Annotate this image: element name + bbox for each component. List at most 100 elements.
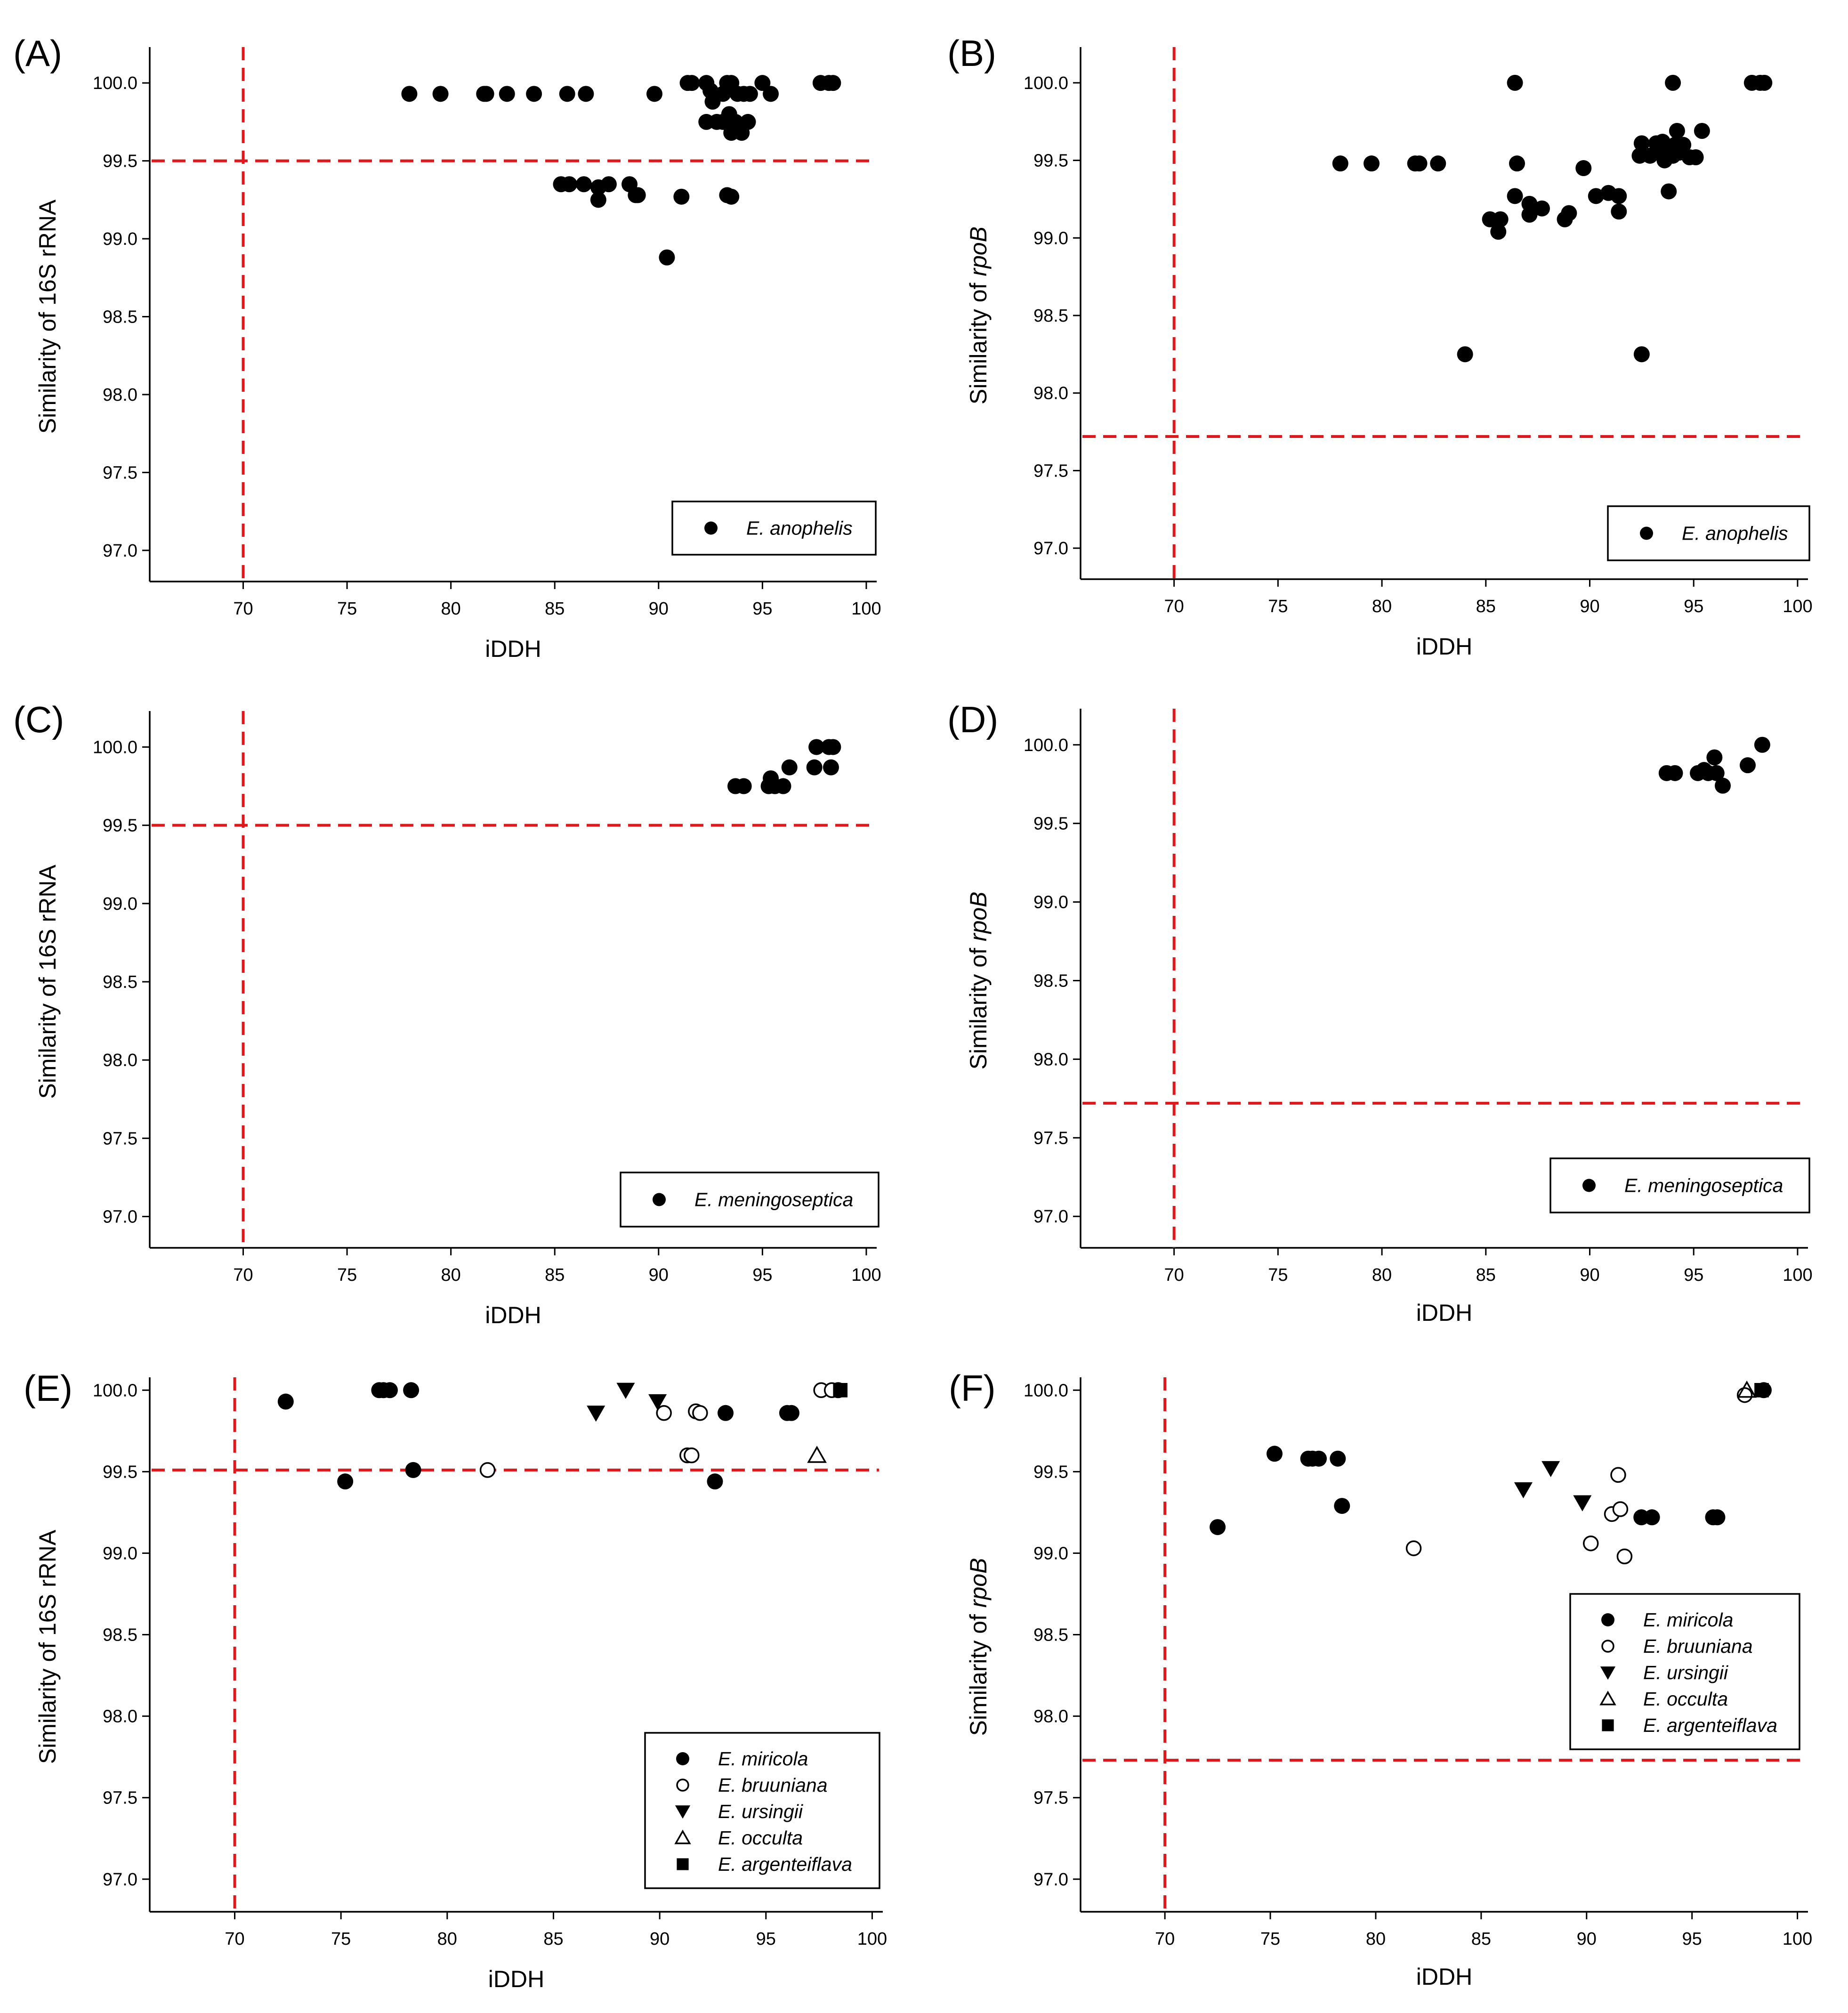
- x-tick-label: 80: [441, 1265, 461, 1285]
- legend-marker: [676, 1752, 689, 1765]
- y-tick-label: 97.5: [103, 1129, 137, 1148]
- y-tick-label: 98.0: [1033, 384, 1068, 404]
- legend-label: E. anophelis: [746, 517, 853, 539]
- y-tick-label: 98.5: [103, 972, 137, 992]
- x-tick-label: 100: [1783, 597, 1812, 616]
- legend-marker: [1640, 526, 1653, 540]
- y-axis-title-text: Similarity of 16S rRNA: [34, 865, 61, 1099]
- data-point: [723, 188, 740, 205]
- y-tick-label: 99.5: [103, 816, 137, 836]
- y-axis-title: Similarity of 16S rRNA: [34, 865, 61, 1099]
- data-point: [1457, 346, 1473, 363]
- y-tick-label: 100.0: [1024, 736, 1068, 755]
- y-axis-title: Similarity of rpoB: [965, 892, 992, 1070]
- y-tick-label: 98.5: [1033, 306, 1068, 326]
- y-axis-title-text: Similarity of 16S rRNA: [34, 199, 61, 434]
- y-tick-label: 97.5: [103, 1788, 137, 1808]
- data-point: [587, 1406, 605, 1422]
- data-point: [742, 86, 758, 102]
- panel-label: (E): [24, 1367, 73, 1409]
- legend-label: E. meningoseptica: [694, 1189, 853, 1211]
- panel-label: (C): [13, 699, 64, 740]
- y-tick-label: 100.0: [93, 73, 137, 93]
- x-tick-label: 90: [1580, 1265, 1599, 1285]
- data-point: [673, 188, 690, 205]
- data-point: [1507, 188, 1523, 204]
- data-point: [1739, 757, 1756, 774]
- legend-marker: [704, 521, 718, 535]
- data-point: [754, 75, 771, 91]
- legend-marker: [1582, 1179, 1596, 1192]
- data-point: [1533, 200, 1550, 217]
- data-point: [616, 1382, 635, 1399]
- data-point: [1669, 123, 1685, 139]
- data-point: [735, 778, 752, 794]
- y-axis-title: Similarity of 16S rRNA: [34, 199, 61, 434]
- data-point: [646, 86, 662, 102]
- y-tick-label: 97.5: [1033, 1128, 1068, 1148]
- data-point: [432, 86, 449, 102]
- legend-marker: [675, 1805, 691, 1819]
- data-point: [1687, 149, 1704, 165]
- x-tick-label: 75: [337, 1265, 357, 1285]
- x-axis-title: iDDH: [1416, 1964, 1472, 1990]
- y-tick-label: 97.0: [103, 1870, 137, 1890]
- y-tick-label: 98.0: [103, 385, 137, 405]
- data-point: [479, 1462, 496, 1478]
- panel-label: (D): [947, 699, 998, 740]
- y-tick-label: 97.5: [103, 463, 137, 483]
- data-point: [337, 1473, 354, 1490]
- data-point: [1507, 74, 1523, 91]
- data-point: [1737, 1380, 1757, 1398]
- legend-marker: [1599, 1690, 1616, 1706]
- x-tick-label: 100: [851, 599, 881, 619]
- x-tick-label: 95: [756, 1929, 776, 1949]
- y-tick-label: 100.0: [1024, 73, 1068, 93]
- data-point: [1311, 1450, 1327, 1467]
- data-point: [718, 1405, 734, 1421]
- data-point: [1709, 1509, 1726, 1526]
- data-point: [1754, 1383, 1769, 1398]
- data-point: [1754, 736, 1770, 753]
- data-point: [629, 187, 646, 203]
- data-point: [659, 249, 675, 266]
- x-tick-label: 70: [233, 1265, 253, 1285]
- y-tick-label: 98.5: [103, 1625, 137, 1645]
- x-tick-label: 85: [1476, 1265, 1496, 1285]
- data-point: [1575, 160, 1592, 177]
- data-point: [1267, 1446, 1283, 1462]
- data-point: [833, 1383, 848, 1398]
- legend-label: E. ursingii: [1643, 1662, 1729, 1683]
- x-tick-label: 75: [331, 1929, 351, 1949]
- data-point: [1706, 749, 1723, 766]
- legend-label: E. meningoseptica: [1624, 1175, 1783, 1196]
- legend-marker: [1601, 1613, 1614, 1626]
- data-point: [1611, 188, 1627, 204]
- y-tick-label: 99.5: [103, 152, 137, 171]
- data-point: [707, 1473, 723, 1490]
- x-tick-label: 95: [1684, 597, 1703, 616]
- data-point: [561, 176, 578, 193]
- data-point: [1582, 1535, 1599, 1552]
- x-tick-label: 80: [1372, 1265, 1392, 1285]
- panel-f: 70 75 80 85 90 95 100 100.0 99.5 99.0 98.5 98.0 97.5…: [949, 1367, 1812, 1990]
- x-tick-label: 70: [1155, 1929, 1175, 1949]
- legend-marker: [676, 1779, 689, 1792]
- data-point: [808, 739, 825, 755]
- legend-label: E. bruuniana: [1643, 1635, 1753, 1657]
- y-tick-label: 98.0: [103, 1051, 137, 1070]
- data-point: [1509, 155, 1525, 172]
- data-point: [600, 176, 617, 193]
- x-tick-label: 85: [545, 1265, 565, 1285]
- data-point: [1612, 1501, 1629, 1517]
- data-point: [559, 86, 575, 102]
- x-axis-title: iDDH: [485, 636, 541, 662]
- x-tick-label: 95: [752, 599, 772, 619]
- data-point: [1610, 1467, 1626, 1483]
- data-point: [1210, 1519, 1226, 1536]
- panel-label: (B): [947, 32, 996, 74]
- x-tick-label: 80: [1372, 597, 1392, 616]
- data-point: [1661, 183, 1677, 200]
- data-point: [825, 75, 841, 91]
- data-point: [1667, 765, 1683, 781]
